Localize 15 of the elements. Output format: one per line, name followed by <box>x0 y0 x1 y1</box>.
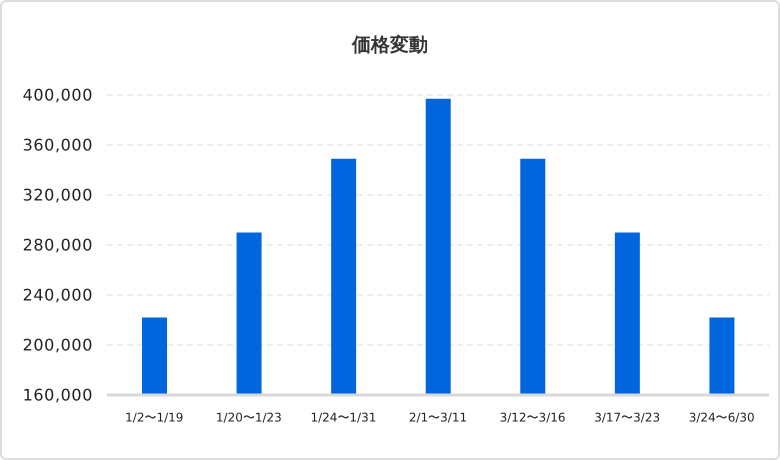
y-tick-label: 360,000 <box>22 136 93 155</box>
y-tick-label: 160,000 <box>22 386 93 405</box>
y-tick-label: 240,000 <box>22 286 93 305</box>
x-tick-label: 1/20〜1/23 <box>216 410 282 425</box>
x-tick-label: 3/24〜6/30 <box>688 410 755 425</box>
x-tick-label: 3/17〜3/23 <box>594 410 660 425</box>
chart-title: 価格変動 <box>352 34 428 56</box>
y-tick-label: 400,000 <box>22 86 93 105</box>
x-tick-label: 2/1〜3/11 <box>408 410 468 425</box>
x-tick-label: 1/24〜1/31 <box>310 410 376 425</box>
x-tick-label: 1/2〜1/19 <box>125 410 184 425</box>
y-tick-label: 200,000 <box>22 336 93 355</box>
y-tick-label: 280,000 <box>22 236 93 255</box>
y-tick-label: 320,000 <box>22 186 93 205</box>
x-tick-label: 3/12〜3/16 <box>500 410 566 425</box>
